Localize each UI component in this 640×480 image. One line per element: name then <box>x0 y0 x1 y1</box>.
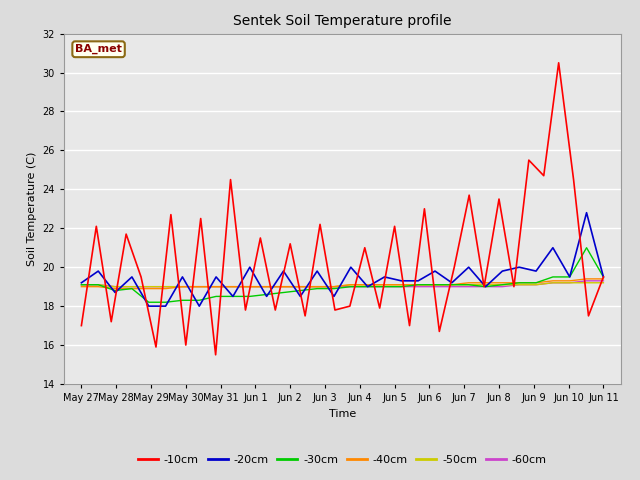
Text: BA_met: BA_met <box>75 44 122 54</box>
Title: Sentek Soil Temperature profile: Sentek Soil Temperature profile <box>233 14 452 28</box>
X-axis label: Time: Time <box>329 408 356 419</box>
Y-axis label: Soil Temperature (C): Soil Temperature (C) <box>27 152 37 266</box>
Legend: -10cm, -20cm, -30cm, -40cm, -50cm, -60cm: -10cm, -20cm, -30cm, -40cm, -50cm, -60cm <box>134 451 551 470</box>
